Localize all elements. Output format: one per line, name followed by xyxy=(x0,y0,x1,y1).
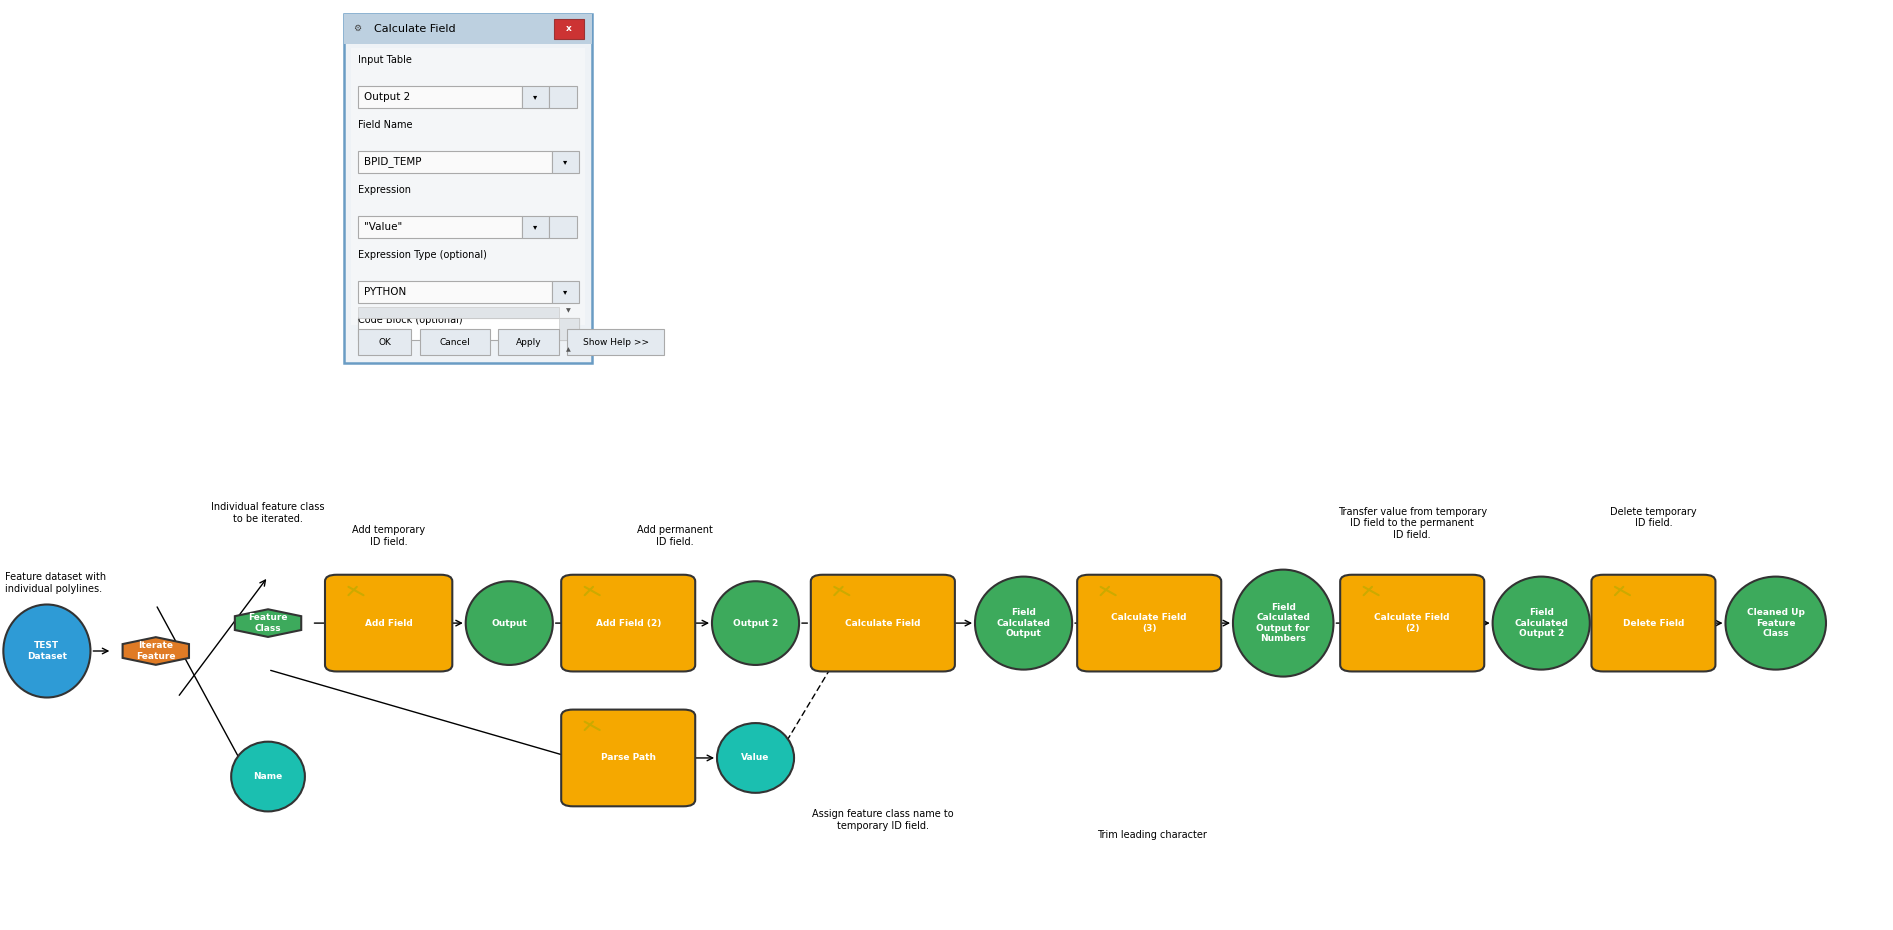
FancyBboxPatch shape xyxy=(326,575,452,671)
Text: Cancel: Cancel xyxy=(439,338,469,347)
FancyBboxPatch shape xyxy=(1077,575,1221,671)
Text: Calculate Field
(2): Calculate Field (2) xyxy=(1374,614,1450,632)
FancyBboxPatch shape xyxy=(358,151,553,173)
FancyBboxPatch shape xyxy=(522,86,549,108)
FancyBboxPatch shape xyxy=(358,318,579,340)
FancyBboxPatch shape xyxy=(810,575,954,671)
Ellipse shape xyxy=(1726,577,1827,670)
Text: BPID_TEMP: BPID_TEMP xyxy=(363,156,422,167)
Text: Expression Type (optional): Expression Type (optional) xyxy=(358,250,487,260)
FancyBboxPatch shape xyxy=(568,329,664,355)
Text: Feature
Class: Feature Class xyxy=(248,614,288,632)
FancyBboxPatch shape xyxy=(553,281,579,303)
Text: Delete Field: Delete Field xyxy=(1622,618,1685,628)
Text: Iterate
Feature: Iterate Feature xyxy=(136,642,176,660)
Text: Field
Calculated
Output: Field Calculated Output xyxy=(996,608,1051,638)
Ellipse shape xyxy=(4,604,91,698)
Text: Field
Calculated
Output for
Numbers: Field Calculated Output for Numbers xyxy=(1257,603,1310,644)
Ellipse shape xyxy=(717,724,793,792)
Text: Parse Path: Parse Path xyxy=(600,753,655,763)
Text: Code Block (optional): Code Block (optional) xyxy=(358,315,462,326)
FancyBboxPatch shape xyxy=(358,86,522,108)
Text: PYTHON: PYTHON xyxy=(363,287,407,297)
Text: Show Help >>: Show Help >> xyxy=(583,338,649,347)
Text: ▾: ▾ xyxy=(534,222,538,232)
Text: Output 2: Output 2 xyxy=(733,618,778,628)
Text: Expression: Expression xyxy=(358,185,411,195)
Text: Output 2: Output 2 xyxy=(363,92,411,101)
Polygon shape xyxy=(235,609,301,637)
Ellipse shape xyxy=(466,581,553,665)
FancyBboxPatch shape xyxy=(553,19,583,39)
Text: Delete temporary
ID field.: Delete temporary ID field. xyxy=(1611,507,1696,528)
Text: ▲: ▲ xyxy=(566,347,572,352)
Ellipse shape xyxy=(1232,569,1333,677)
Text: ▾: ▾ xyxy=(564,157,568,166)
Text: Field Name: Field Name xyxy=(358,120,413,130)
Text: "Value": "Value" xyxy=(363,222,403,232)
Text: Calculate Field: Calculate Field xyxy=(844,618,920,628)
Text: Field
Calculated
Output 2: Field Calculated Output 2 xyxy=(1514,608,1567,638)
Ellipse shape xyxy=(231,742,305,811)
Text: TEST
Dataset: TEST Dataset xyxy=(27,642,66,660)
FancyBboxPatch shape xyxy=(1340,575,1484,671)
Text: Trim leading character: Trim leading character xyxy=(1098,830,1208,840)
Text: Individual feature class
to be iterated.: Individual feature class to be iterated. xyxy=(212,502,326,524)
Text: Calculate Field: Calculate Field xyxy=(375,24,456,33)
FancyBboxPatch shape xyxy=(1592,575,1715,671)
Text: Add Field: Add Field xyxy=(365,618,413,628)
Text: Add temporary
ID field.: Add temporary ID field. xyxy=(352,525,426,547)
Text: ▼: ▼ xyxy=(566,308,572,313)
Text: ▾: ▾ xyxy=(564,287,568,297)
Ellipse shape xyxy=(1492,577,1590,670)
FancyBboxPatch shape xyxy=(560,710,695,806)
FancyBboxPatch shape xyxy=(358,216,522,238)
Text: OK: OK xyxy=(379,338,390,347)
Text: Calculate Field
(3): Calculate Field (3) xyxy=(1111,614,1187,632)
FancyBboxPatch shape xyxy=(498,329,558,355)
Ellipse shape xyxy=(975,577,1071,670)
Ellipse shape xyxy=(712,581,799,665)
Text: Name: Name xyxy=(254,772,282,781)
Text: Apply: Apply xyxy=(515,338,541,347)
FancyBboxPatch shape xyxy=(549,216,577,238)
Text: ▾: ▾ xyxy=(534,92,538,101)
FancyBboxPatch shape xyxy=(345,14,593,363)
Text: ⚙: ⚙ xyxy=(352,24,362,33)
FancyBboxPatch shape xyxy=(560,575,695,671)
Text: Value: Value xyxy=(742,753,770,763)
Text: Add permanent
ID field.: Add permanent ID field. xyxy=(638,525,714,547)
Text: Assign feature class name to
temporary ID field.: Assign feature class name to temporary I… xyxy=(812,809,954,830)
Polygon shape xyxy=(123,637,189,665)
FancyBboxPatch shape xyxy=(358,281,553,303)
Text: Input Table: Input Table xyxy=(358,55,411,65)
Text: Add Field (2): Add Field (2) xyxy=(596,618,661,628)
FancyBboxPatch shape xyxy=(358,307,558,318)
Text: Output: Output xyxy=(492,618,528,628)
FancyBboxPatch shape xyxy=(522,216,549,238)
FancyBboxPatch shape xyxy=(358,329,411,355)
Text: Transfer value from temporary
ID field to the permanent
ID field.: Transfer value from temporary ID field t… xyxy=(1338,507,1486,540)
FancyBboxPatch shape xyxy=(350,48,585,326)
Text: Cleaned Up
Feature
Class: Cleaned Up Feature Class xyxy=(1747,608,1804,638)
FancyBboxPatch shape xyxy=(558,318,579,340)
FancyBboxPatch shape xyxy=(420,329,490,355)
Text: x: x xyxy=(566,24,572,33)
FancyBboxPatch shape xyxy=(549,86,577,108)
FancyBboxPatch shape xyxy=(553,151,579,173)
Text: Feature dataset with
individual polylines.: Feature dataset with individual polyline… xyxy=(6,572,106,593)
FancyBboxPatch shape xyxy=(345,14,593,44)
